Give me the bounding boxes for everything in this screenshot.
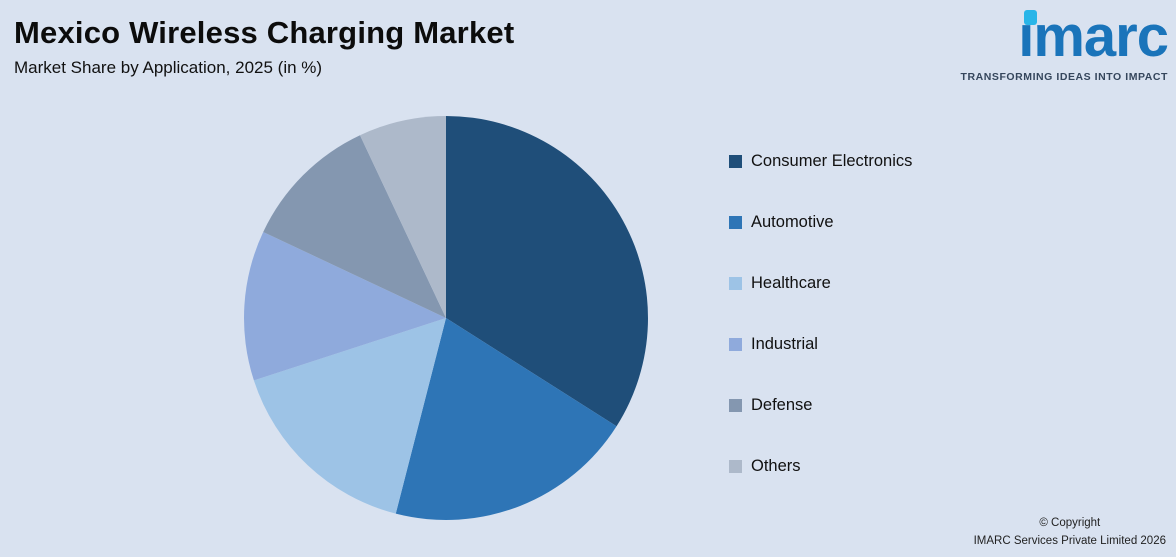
legend-item-others: Others [729, 457, 912, 476]
pie-chart-svg [243, 116, 648, 520]
legend-item-consumer-electronics: Consumer Electronics [729, 152, 912, 171]
legend-label: Healthcare [751, 274, 831, 292]
legend: Consumer Electronics Automotive Healthcare… [729, 152, 912, 476]
legend-swatch [729, 460, 742, 473]
page-title: Mexico Wireless Charging Market [14, 15, 515, 50]
pie-slice-others [359, 116, 446, 318]
legend-item-defense: Defense [729, 396, 912, 415]
legend-label: Consumer Electronics [751, 152, 913, 170]
legend-label: Others [751, 457, 801, 475]
legend-label: Industrial [751, 335, 818, 353]
legend-swatch [729, 338, 742, 351]
legend-swatch [729, 155, 742, 168]
pie-slice-automotive [395, 318, 617, 520]
pie-slice-consumer-electronics [446, 116, 648, 427]
logo-brand: ımarc [1018, 4, 1169, 69]
pie-chart [242, 114, 650, 522]
imarc-logo: ımarc TRANSFORMING IDEAS INTO IMPACT [960, 8, 1169, 84]
pie-slice-industrial [243, 231, 446, 381]
page-subtitle: Market Share by Application, 2025 (in %) [14, 58, 323, 78]
legend-item-industrial: Industrial [729, 335, 912, 354]
copyright-line1: © Copyright [1039, 517, 1101, 530]
logo-i-dot-icon [1024, 10, 1038, 25]
pie-slice-healthcare [253, 318, 446, 514]
copyright-line2: IMARC Services Private Limited 2026 [973, 535, 1166, 548]
copyright: © Copyright IMARC Services Private Limit… [974, 515, 1166, 551]
legend-item-automotive: Automotive [729, 213, 912, 232]
pie-slice-defense [263, 135, 446, 318]
logo-tagline: TRANSFORMING IDEAS INTO IMPACT [960, 71, 1168, 83]
legend-label: Defense [751, 396, 813, 414]
legend-item-healthcare: Healthcare [729, 274, 912, 293]
legend-label: Automotive [751, 213, 834, 231]
legend-swatch [729, 277, 742, 290]
legend-swatch [729, 216, 742, 229]
header: Mexico Wireless Charging Market Market S… [14, 15, 515, 78]
legend-swatch [729, 399, 742, 412]
